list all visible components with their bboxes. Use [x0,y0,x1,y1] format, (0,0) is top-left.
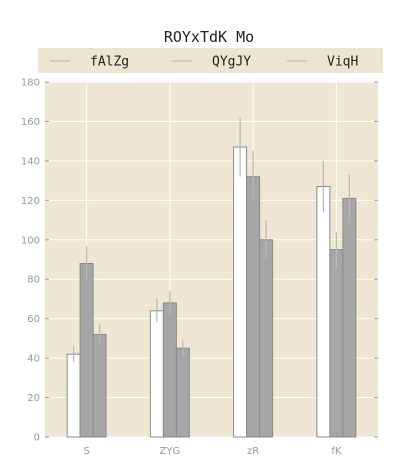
y-tick-label-180: 180 [21,78,40,89]
bar-fAlZg-fK [316,186,331,438]
y-tick-label-100: 100 [21,235,40,246]
bar-fAlZg-S [66,353,81,438]
legend-box [38,48,383,73]
legend-label-ViqH: ViqH [327,55,358,70]
bar-QYgJY-ZYG [162,302,177,438]
y-tick-label-140: 140 [21,156,40,167]
bar-fAlZg-zR [233,146,248,438]
y-tick-label-20: 20 [27,393,40,404]
bars [66,146,357,438]
y-tick-label-80: 80 [27,275,40,286]
legend: fAlZg QYgJY ViqH [50,55,358,70]
bar-ViqH-S [92,333,107,438]
x-tick-label-ZYG: ZYG [160,446,181,457]
bar-QYgJY-zR [246,176,261,438]
y-axis: 0 20 40 60 80 100 120 140 160 180 [21,78,378,444]
y-tick-label-120: 120 [21,196,40,207]
bar-QYgJY-fK [329,249,344,438]
bar-ViqH-zR [259,239,274,438]
legend-label-fAlZg: fAlZg [90,55,129,70]
legend-label-QYgJY: QYgJY [212,55,251,70]
x-tick-label-zR: zR [247,446,259,457]
chart-title: ROYxTdK Mo [164,28,254,46]
bar-ViqH-fK [342,197,357,438]
bar-ViqH-ZYG [175,347,190,438]
x-tick-label-fK: fK [331,446,342,457]
x-tick-label-S: S [83,446,89,457]
error-bars [73,117,350,363]
y-tick-label-160: 160 [21,117,40,128]
y-tick-label-0: 0 [34,433,40,444]
y-tick-label-40: 40 [27,354,40,365]
x-axis: S ZYG zR fK [83,433,342,457]
bar-fAlZg-ZYG [149,310,164,438]
bar-QYgJY-S [79,262,94,438]
y-tick-label-60: 60 [27,314,40,325]
